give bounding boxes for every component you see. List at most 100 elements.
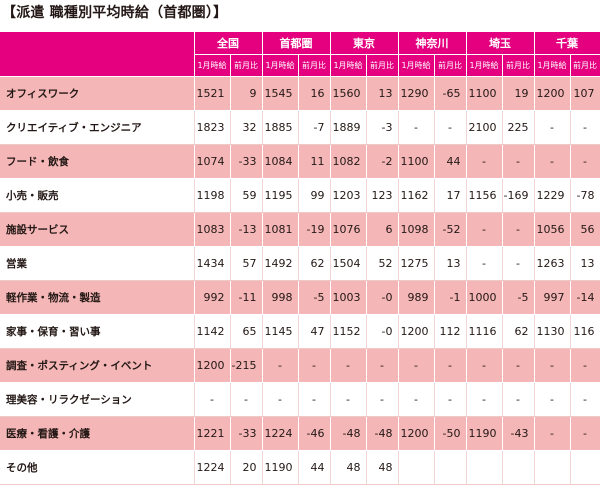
change-cell: - bbox=[570, 416, 600, 451]
change-cell: -7 bbox=[298, 110, 331, 145]
wage-cell: 1152 bbox=[330, 314, 367, 349]
change-cell: -11 bbox=[230, 280, 263, 315]
change-cell: 65 bbox=[230, 314, 263, 349]
wage-cell: 1074 bbox=[194, 144, 231, 179]
change-cell: 13 bbox=[366, 76, 399, 111]
row-category-label: 理美容・リラクゼーション bbox=[0, 382, 195, 417]
wage-cell: 1076 bbox=[330, 212, 367, 247]
wage-cell: 1003 bbox=[330, 280, 367, 315]
change-cell: - bbox=[502, 212, 535, 247]
change-cell: 6 bbox=[366, 212, 399, 247]
wage-table-container: 全国 首都圏 東京 神奈川 埼玉 千葉 1月時給 前月比 1月時給 前月比 1月… bbox=[0, 32, 600, 485]
wage-cell: 1130 bbox=[534, 314, 571, 349]
change-cell: - bbox=[298, 348, 331, 383]
row-category-label: 家事・保育・習い事 bbox=[0, 314, 195, 349]
change-cell: - bbox=[434, 110, 467, 145]
table-row: 理美容・リラクゼーション - - - - - - - - - - - - bbox=[0, 382, 600, 417]
wage-cell: - bbox=[262, 382, 299, 417]
change-cell: 123 bbox=[366, 178, 399, 213]
wage-cell: 1492 bbox=[262, 246, 299, 281]
wage-cell: - bbox=[398, 110, 435, 145]
change-cell: 107 bbox=[570, 76, 600, 111]
change-cell: 44 bbox=[434, 144, 467, 179]
wage-cell: 989 bbox=[398, 280, 435, 315]
wage-cell: - bbox=[534, 416, 571, 451]
wage-table: 全国 首都圏 東京 神奈川 埼玉 千葉 1月時給 前月比 1月時給 前月比 1月… bbox=[0, 32, 600, 485]
wage-cell: 1000 bbox=[466, 280, 503, 315]
row-category-label: 調査・ポスティング・イベント bbox=[0, 348, 195, 383]
change-cell: -50 bbox=[434, 416, 467, 451]
wage-cell: 1145 bbox=[262, 314, 299, 349]
change-cell: 16 bbox=[298, 76, 331, 111]
table-row: 軽作業・物流・製造 992 -11 998 -5 1003 -0 989 -1 1000 -5 997… bbox=[0, 280, 600, 315]
wage-cell: 1162 bbox=[398, 178, 435, 213]
table-row: 家事・保育・習い事 1142 65 1145 47 1152 -0 1200 112 1116 62… bbox=[0, 314, 600, 349]
change-cell: -14 bbox=[570, 280, 600, 315]
page-title: 【派遣 職種別平均時給（首都圏）】 bbox=[2, 5, 228, 21]
wage-cell: 1084 bbox=[262, 144, 299, 179]
change-cell: 32 bbox=[230, 110, 263, 145]
table-row: 施設サービス 1083 -13 1081 -19 1076 6 1098 -52- -1056 56 bbox=[0, 212, 600, 247]
row-category-label: 医療・看護・介護 bbox=[0, 416, 195, 451]
wage-cell bbox=[534, 450, 571, 485]
wage-cell: -48 bbox=[330, 416, 367, 451]
wage-cell: 1200 bbox=[398, 416, 435, 451]
change-cell: - bbox=[570, 144, 600, 179]
change-cell: 59 bbox=[230, 178, 263, 213]
change-cell: 13 bbox=[570, 246, 600, 281]
region-header: 全国 bbox=[194, 32, 263, 55]
change-cell: 52 bbox=[366, 246, 399, 281]
wage-cell: - bbox=[330, 382, 367, 417]
change-subheader: 前月比 bbox=[434, 54, 467, 77]
wage-cell: - bbox=[398, 348, 435, 383]
wage-subheader: 1月時給 bbox=[398, 54, 435, 77]
change-cell: -1 bbox=[434, 280, 467, 315]
row-category-label: 営業 bbox=[0, 246, 195, 281]
wage-cell: 1229 bbox=[534, 178, 571, 213]
change-cell: -3 bbox=[366, 110, 399, 145]
wage-cell: - bbox=[466, 348, 503, 383]
change-cell: - bbox=[298, 382, 331, 417]
change-cell: -13 bbox=[230, 212, 263, 247]
wage-cell: 1142 bbox=[194, 314, 231, 349]
wage-cell: 1224 bbox=[262, 416, 299, 451]
wage-cell: 1290 bbox=[398, 76, 435, 111]
row-category-label: フード・飲食 bbox=[0, 144, 195, 179]
wage-cell: 1275 bbox=[398, 246, 435, 281]
change-cell: - bbox=[434, 348, 467, 383]
change-cell: - bbox=[570, 382, 600, 417]
region-header: 神奈川 bbox=[398, 32, 467, 55]
region-header: 東京 bbox=[330, 32, 399, 55]
table-row: フード・飲食 1074 -33 1084 11 1082 -2 1100 44- - - - bbox=[0, 144, 600, 179]
change-cell: 48 bbox=[366, 450, 399, 485]
change-cell: -65 bbox=[434, 76, 467, 111]
wage-cell: - bbox=[330, 348, 367, 383]
table-row: 医療・看護・介護 1221 -33 1224 -46 -48 -48 1200 -50 1190-… bbox=[0, 416, 600, 451]
change-cell: 11 bbox=[298, 144, 331, 179]
wage-cell: 1200 bbox=[534, 76, 571, 111]
wage-cell: 1560 bbox=[330, 76, 367, 111]
wage-cell: 1521 bbox=[194, 76, 231, 111]
wage-cell: 1889 bbox=[330, 110, 367, 145]
wage-subheader: 1月時給 bbox=[534, 54, 571, 77]
table-header: 全国 首都圏 東京 神奈川 埼玉 千葉 1月時給 前月比 1月時給 前月比 1月… bbox=[0, 32, 600, 77]
wage-cell: 1100 bbox=[398, 144, 435, 179]
wage-cell: 992 bbox=[194, 280, 231, 315]
wage-subheader: 1月時給 bbox=[194, 54, 231, 77]
change-cell: 9 bbox=[230, 76, 263, 111]
change-cell: -19 bbox=[298, 212, 331, 247]
change-cell: 56 bbox=[570, 212, 600, 247]
wage-subheader: 1月時給 bbox=[330, 54, 367, 77]
wage-cell: - bbox=[466, 382, 503, 417]
change-subheader: 前月比 bbox=[366, 54, 399, 77]
change-cell: 13 bbox=[434, 246, 467, 281]
wage-cell: 1200 bbox=[398, 314, 435, 349]
change-cell: - bbox=[502, 144, 535, 179]
wage-cell: 1823 bbox=[194, 110, 231, 145]
wage-subheader: 1月時給 bbox=[262, 54, 299, 77]
change-cell: 19 bbox=[502, 76, 535, 111]
change-cell: 44 bbox=[298, 450, 331, 485]
wage-cell: - bbox=[466, 246, 503, 281]
change-cell: - bbox=[502, 246, 535, 281]
row-category-label: 軽作業・物流・製造 bbox=[0, 280, 195, 315]
